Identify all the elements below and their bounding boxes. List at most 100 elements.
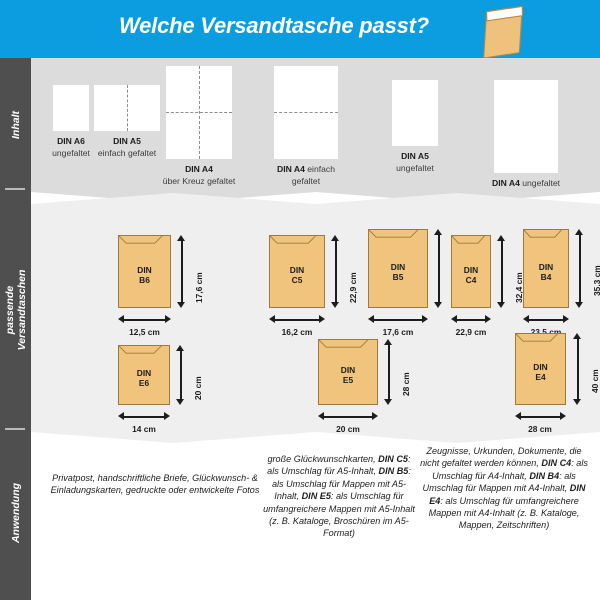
dimension-height-label-din-c5: 22,9 cm [348, 272, 358, 303]
caption-din-a4-folded-rest: einfach [304, 164, 335, 174]
envelope-label-din-c5: DIN C5 [270, 265, 324, 285]
usage-run-2-7: : als Umschlag für umfangreichere Mappen… [263, 491, 415, 539]
sidebar: Inhalt passende Versandtaschen Anwendung [0, 58, 31, 600]
dimension-height-din-b4 [574, 229, 585, 308]
section-anwendung: Privatpost, handschriftliche Briefe, Glü… [31, 433, 600, 600]
envelope-din-e6: DIN E6 [118, 345, 170, 405]
sidebar-item-versandtaschen[interactable]: passende Versandtaschen [4, 270, 28, 351]
envelope-din-c4: DIN C4 [451, 235, 491, 308]
env-name-line2: E6 [138, 378, 150, 388]
page-title: Welche Versandtasche passt? [118, 13, 430, 38]
dimension-width-label-din-b5: 17,6 cm [382, 327, 414, 337]
sheet-din-a4 [494, 80, 558, 173]
dimension-height-din-c4 [496, 235, 507, 308]
caption-din-a6-name: DIN A6 [57, 136, 85, 146]
envelope-label-din-e5: DIN E5 [319, 365, 377, 385]
usage-run-3-4: DIN B4 [529, 470, 560, 481]
section-inhalt: DIN A6 ungefaltet DIN A5 einfach gefalte… [31, 58, 600, 203]
envelope-din-e5: DIN E5 [318, 339, 378, 405]
dimension-width-label-din-b6: 12,5 cm [129, 327, 160, 337]
envelope-flap-icon [118, 235, 163, 244]
caption-din-a4-cross-sub: über Kreuz gefaltet [162, 175, 236, 186]
envelope-din-e4: DIN E4 [515, 333, 566, 405]
sheet-din-a5 [392, 80, 438, 146]
dimension-height-label-din-b4: 35,3 cm [592, 265, 600, 296]
caption-din-a4-name: DIN A4 [492, 178, 520, 188]
caption-din-a4-rest: ungefaltet [519, 178, 560, 188]
caption-din-a4-folded: DIN A4 einfach gefaltet [260, 164, 352, 187]
envelope-label-din-b6: DIN B6 [119, 265, 170, 285]
sidebar-item-anwendung[interactable]: Anwendung [9, 482, 22, 544]
env-name-line1: DIN [463, 264, 479, 275]
dimension-width-label-din-b4: 23,5 cm [530, 327, 562, 337]
usage-run-3-5: : als Umschlag für Mappen mit A4-Inhalt, [422, 470, 576, 494]
usage-run-3-1: Zeugnisse, Urkunden, Dokumente, die nich… [420, 446, 582, 469]
env-name-line1: DIN [340, 365, 356, 375]
usage-run-2-4: DIN B5 [378, 466, 409, 477]
usage-run-2-2: DIN C5 [378, 454, 408, 464]
sidebar-divider-1 [5, 188, 25, 190]
env-name-line1: DIN [137, 264, 152, 275]
header-bar: Welche Versandtasche passt? [0, 0, 600, 59]
caption-din-a4-cross-name: DIN A4 [185, 164, 213, 174]
sidebar-label-line2: Versandtaschen [15, 269, 28, 351]
envelope-label-din-c4: DIN C4 [452, 265, 490, 285]
sheet-din-a4-cross [166, 66, 232, 159]
dimension-width-din-b4 [523, 314, 569, 325]
fold-line-horizontal [274, 112, 338, 113]
env-name-line2: C4 [465, 274, 477, 285]
sidebar-label-line1: passende [3, 285, 16, 335]
dimension-width-din-b5 [368, 314, 428, 325]
dimension-height-din-c5 [330, 235, 341, 308]
fold-line-vertical [127, 85, 128, 131]
envelope-flap-icon [269, 235, 316, 244]
envelope-flap-icon [523, 229, 562, 238]
caption-din-a5-folded-name: DIN A5 [113, 136, 141, 146]
envelope-label-din-e6: DIN E6 [119, 368, 169, 388]
envelope-din-c5: DIN C5 [269, 235, 325, 308]
sidebar-item-inhalt[interactable]: Inhalt [9, 111, 22, 139]
caption-din-a5-folded-sub: einfach gefaltet [97, 147, 157, 158]
envelope-flap-icon [368, 229, 419, 238]
dimension-height-din-e5 [383, 339, 394, 405]
caption-din-a5-sub: ungefaltet [396, 162, 434, 173]
env-name-line1: DIN [136, 368, 152, 378]
caption-din-a5: DIN A5 ungefaltet [378, 151, 452, 174]
env-name-line2: B4 [540, 271, 552, 282]
caption-din-a5-folded: DIN A5 einfach gefaltet [92, 136, 162, 159]
dimension-width-din-c5 [269, 314, 325, 325]
envelope-din-b6: DIN B6 [118, 235, 171, 308]
env-name-line1: DIN [533, 362, 548, 372]
dimension-width-din-e4 [515, 411, 566, 422]
dimension-width-din-b6 [118, 314, 171, 325]
caption-din-a4: DIN A4 ungefaltet [463, 178, 589, 190]
usage-run-2-1: große Glückwunschkarten, [267, 454, 379, 464]
caption-din-a4-folded-name: DIN A4 [277, 164, 305, 174]
dimension-height-label-din-e6: 20 cm [193, 376, 203, 400]
usage-text-column-1: Privatpost, handschriftliche Briefe, Glü… [45, 472, 265, 497]
dimension-width-label-din-c4: 22,9 cm [455, 327, 487, 337]
sheet-din-a4-folded [274, 66, 338, 159]
dimension-width-din-e6 [118, 411, 170, 422]
sheet-din-a6 [53, 85, 89, 131]
dimension-width-label-din-e4: 28 cm [528, 424, 552, 434]
caption-din-a5-name: DIN A5 [401, 151, 429, 161]
usage-text-column-2: große Glückwunschkarten, DIN C5: als Ums… [263, 453, 415, 540]
dimension-width-label-din-e6: 14 cm [132, 424, 156, 434]
dimension-height-label-din-e5: 28 cm [401, 372, 411, 396]
sidebar-divider-2 [5, 428, 25, 430]
usage-run-2-3: : als Umschlag für A5-Inhalt, [267, 454, 411, 477]
envelope-din-b4: DIN B4 [523, 229, 569, 308]
envelope-label-din-b5: DIN B5 [369, 262, 427, 282]
dimension-width-din-e5 [318, 411, 378, 422]
env-name-line1: DIN [390, 261, 406, 272]
dimension-height-din-e4 [572, 333, 583, 405]
dimension-height-din-e6 [175, 345, 186, 405]
usage-run-3-2: DIN C4 [541, 458, 572, 469]
envelope-icon [483, 5, 524, 59]
caption-din-a4-cross: DIN A4 über Kreuz gefaltet [162, 164, 236, 187]
dimension-width-label-din-c5: 16,2 cm [281, 327, 313, 337]
usage-run-2-6: DIN E5 [301, 491, 331, 502]
usage-run-3-6: DIN E4 [429, 483, 586, 506]
